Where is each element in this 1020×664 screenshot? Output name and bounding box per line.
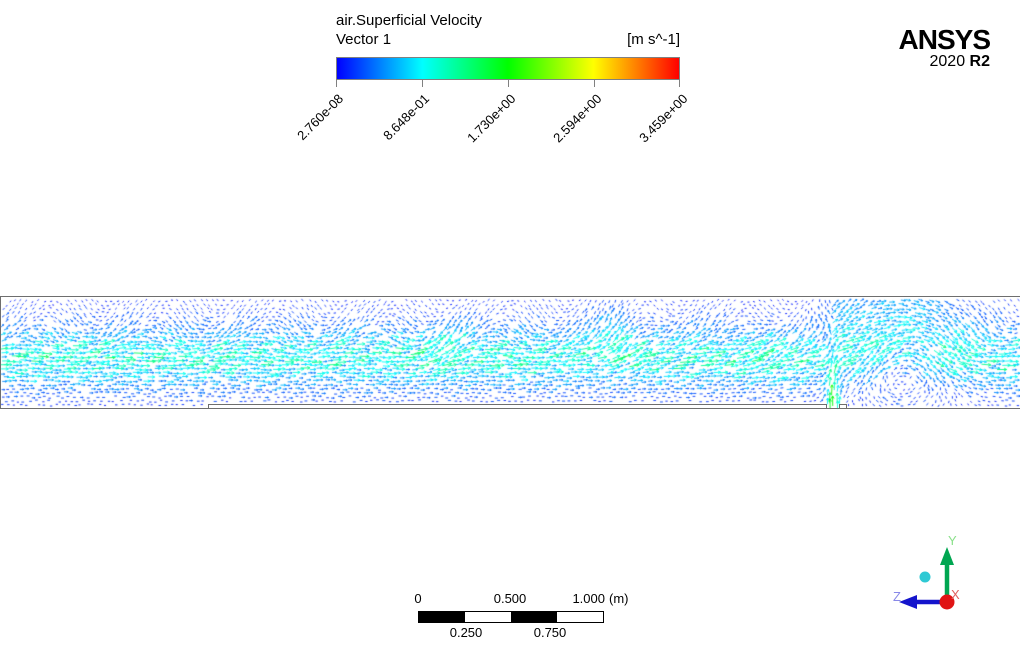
colorbar-tick-mark [336, 80, 337, 87]
ruler-unit-label: (m) [609, 591, 629, 606]
channel-inlet-edge [0, 296, 1, 409]
legend-title: air.Superficial Velocity [336, 12, 482, 29]
colorbar-tick-mark [508, 80, 509, 87]
z-axis-label: Z [893, 589, 901, 604]
colorbar [336, 57, 680, 80]
x-axis-label: X [951, 587, 960, 602]
x-axis-origin-sphere [939, 594, 955, 610]
ruler-label: 1.000 [572, 591, 605, 606]
aux-axis-sphere [919, 571, 931, 583]
ansys-version-year: 2020 [929, 53, 966, 70]
colorbar-tick-label: 8.648e-01 [380, 91, 433, 144]
colorbar-tick-mark [594, 80, 595, 87]
z-axis-arrowhead [899, 595, 917, 609]
ruler-bar-segment [419, 612, 465, 622]
ruler-label: 0.500 [493, 591, 527, 606]
ruler-label: 0.250 [449, 625, 483, 640]
ruler-bar [418, 611, 604, 623]
colorbar-legend: air.Superficial Velocity Vector 1 [m s^-… [295, 12, 691, 160]
ansys-logo: ANSYS 2020 R2 [898, 24, 991, 71]
axis-triad[interactable]: Y Z X [885, 515, 1015, 620]
ruler-bar-segment [557, 612, 603, 622]
bottom-plate-left-segment [208, 404, 827, 409]
bottom-plate-right-segment [839, 404, 847, 409]
y-axis-arrowhead [940, 547, 954, 565]
ansys-version-release: R2 [969, 53, 990, 70]
channel-top-wall [0, 296, 1020, 297]
colorbar-tick-mark [422, 80, 423, 87]
colorbar-tick-mark [679, 80, 680, 87]
ruler-label: 0 [414, 591, 422, 606]
ansys-logo-version: 2020 R2 [899, 53, 991, 71]
colorbar-tick-label: 1.730e+00 [464, 91, 519, 146]
legend-subtitle: Vector 1 [336, 31, 392, 48]
colorbar-ticks: 2.760e-08 8.648e-01 1.730e+00 2.594e+00 3.45… [295, 80, 691, 160]
ruler-bar-segment [511, 612, 557, 622]
ruler-label: 0.750 [533, 625, 567, 640]
colorbar-tick-label: 2.594e+00 [550, 91, 605, 146]
ansys-logo-name: ANSYS [898, 24, 991, 55]
ruler-bar-segment [465, 612, 511, 622]
legend-units: [m s^-1] [627, 31, 680, 48]
y-axis-label: Y [948, 533, 957, 548]
